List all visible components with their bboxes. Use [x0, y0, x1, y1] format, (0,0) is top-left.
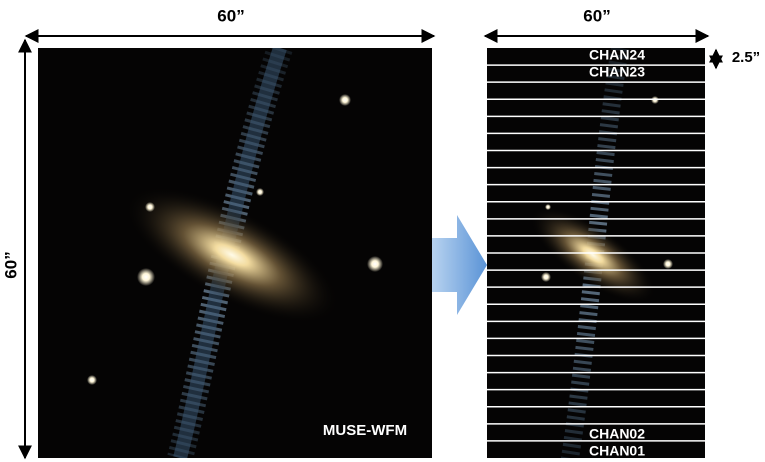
width-label: 60” — [217, 6, 244, 25]
channel-label: CHAN02 — [589, 426, 645, 442]
slice-lines — [487, 64, 705, 442]
channel-label: CHAN01 — [589, 443, 645, 459]
channel-label: CHAN23 — [589, 64, 645, 80]
channel-label: CHAN24 — [589, 47, 645, 63]
caption: MUSE-WFM — [323, 422, 407, 439]
slice-label: 2.5” — [732, 49, 760, 66]
transform-arrow — [432, 215, 487, 315]
sliced-image — [487, 48, 705, 458]
galaxy-image: MUSE-WFM — [38, 48, 432, 458]
width-label: 60” — [583, 6, 610, 25]
height-label: 60” — [1, 251, 20, 278]
